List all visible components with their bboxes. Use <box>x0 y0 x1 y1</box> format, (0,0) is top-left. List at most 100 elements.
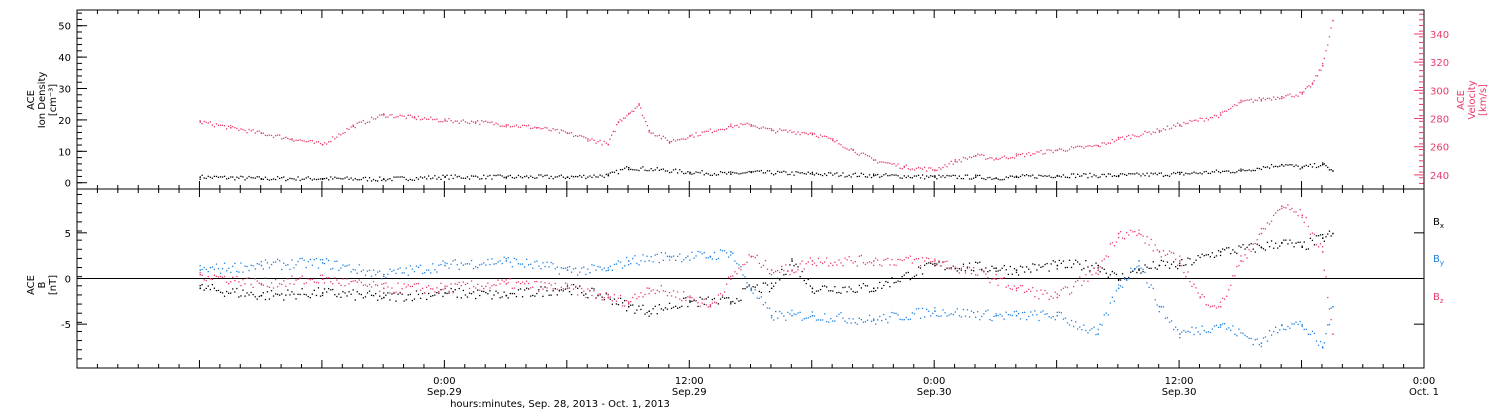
data-point <box>633 110 635 113</box>
data-point <box>1013 311 1016 313</box>
data-point <box>340 296 342 298</box>
data-point <box>1038 264 1040 266</box>
data-point <box>1322 347 1324 349</box>
data-point <box>1124 278 1126 280</box>
data-point <box>864 321 867 323</box>
data-point <box>1328 36 1331 38</box>
data-point <box>966 266 969 268</box>
data-point <box>1328 308 1331 310</box>
data-point <box>726 173 728 175</box>
data-point <box>613 293 616 296</box>
data-point <box>244 129 246 132</box>
data-point <box>997 314 999 317</box>
data-point <box>719 249 722 251</box>
data-point <box>781 268 783 271</box>
data-point <box>509 261 511 263</box>
data-point <box>1213 114 1216 117</box>
data-point <box>873 287 875 290</box>
data-point <box>636 169 638 171</box>
data-point <box>428 269 430 271</box>
data-point <box>1328 230 1331 232</box>
data-point <box>1148 131 1150 133</box>
data-point <box>201 274 203 276</box>
data-point <box>668 259 671 261</box>
data-point <box>805 263 807 265</box>
data-point <box>958 272 960 274</box>
data-point <box>370 294 373 296</box>
data-point <box>645 121 647 123</box>
data-point <box>644 293 646 296</box>
data-point <box>1287 204 1289 206</box>
data-point <box>283 299 285 301</box>
data-point <box>293 293 295 295</box>
data-point <box>766 284 769 286</box>
data-point <box>629 112 631 114</box>
data-point <box>1062 174 1065 176</box>
data-point <box>1303 165 1305 167</box>
data-point <box>803 268 805 270</box>
data-point <box>1236 335 1238 337</box>
data-point <box>387 273 389 275</box>
data-point <box>730 301 732 303</box>
data-point <box>1144 130 1146 132</box>
data-point <box>1179 255 1181 257</box>
data-point <box>643 117 645 119</box>
data-point <box>1164 317 1167 319</box>
data-point <box>1275 212 1277 214</box>
data-point <box>730 251 732 253</box>
data-point <box>572 284 575 286</box>
data-point <box>1021 285 1024 287</box>
data-point <box>624 167 626 169</box>
data-point <box>1179 125 1181 127</box>
data-point <box>603 267 605 269</box>
data-point <box>842 172 844 174</box>
data-point <box>413 116 416 118</box>
data-point <box>879 315 881 318</box>
data-point <box>548 129 550 131</box>
data-point <box>921 257 924 259</box>
data-point <box>440 178 442 180</box>
data-point <box>875 290 877 292</box>
data-point <box>211 266 213 268</box>
data-point <box>597 176 599 178</box>
data-point <box>1179 124 1181 126</box>
data-point <box>1003 318 1005 320</box>
data-point <box>450 263 452 265</box>
data-point <box>1095 262 1097 264</box>
data-point <box>811 171 813 173</box>
data-point <box>424 272 426 274</box>
data-point <box>368 283 371 286</box>
data-point <box>730 275 732 278</box>
data-point <box>242 289 244 291</box>
data-point <box>1126 135 1128 138</box>
data-point <box>622 117 625 119</box>
data-point <box>1021 152 1024 155</box>
data-point <box>399 176 401 178</box>
data-point <box>985 310 987 312</box>
data-point <box>1158 251 1161 253</box>
data-point <box>424 292 426 294</box>
data-point <box>591 138 593 140</box>
data-point <box>466 282 469 284</box>
data-point <box>1322 163 1324 166</box>
data-point <box>491 121 493 123</box>
data-point <box>973 270 975 272</box>
data-point <box>1283 97 1285 99</box>
data-point <box>323 177 326 180</box>
data-point <box>515 176 518 179</box>
data-point <box>615 263 618 265</box>
data-point <box>832 138 834 140</box>
data-point <box>670 295 673 297</box>
data-point <box>821 135 824 138</box>
data-point <box>1281 163 1283 166</box>
data-point <box>1089 271 1091 273</box>
data-point <box>899 177 901 179</box>
data-point <box>381 278 383 280</box>
data-point <box>381 297 383 300</box>
data-point <box>691 251 693 253</box>
data-point <box>1099 146 1101 148</box>
data-point <box>1211 328 1213 330</box>
data-point <box>1107 256 1109 258</box>
data-point <box>750 124 752 126</box>
